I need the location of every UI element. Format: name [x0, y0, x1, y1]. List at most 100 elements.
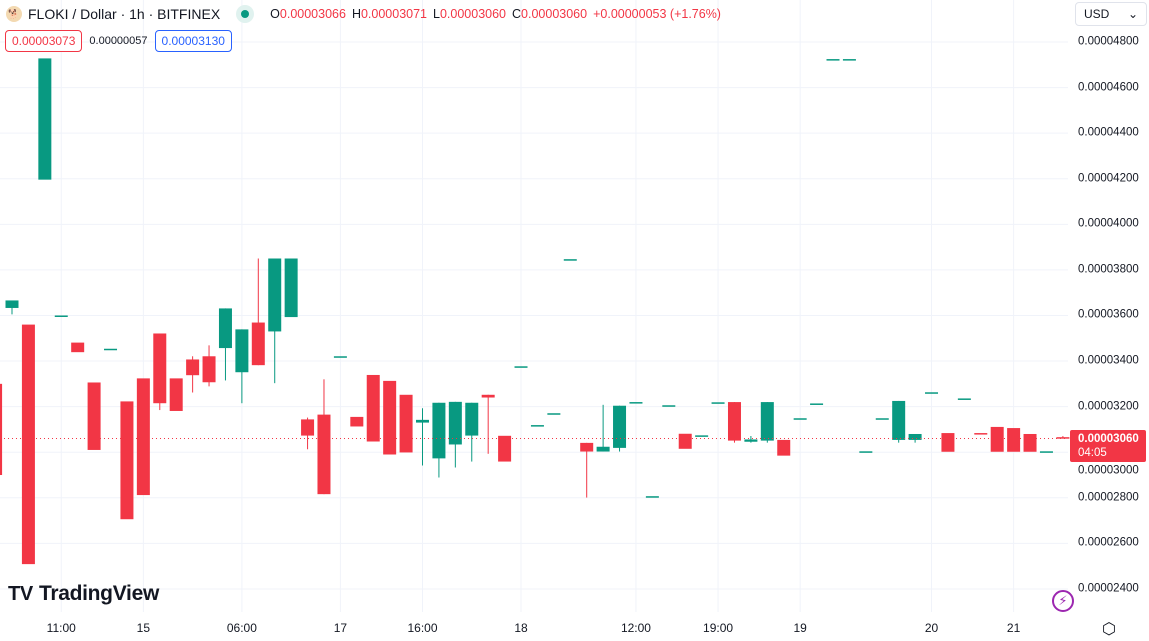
bearish-candle: [580, 442, 594, 498]
bullish-candle: [908, 433, 922, 443]
bullish-candle: [1039, 451, 1053, 453]
bullish-candle: [563, 259, 577, 261]
bullish-candle: [268, 258, 282, 384]
bearish-candle: [153, 333, 167, 411]
time-tick-label: 19:00: [703, 621, 734, 635]
bearish-candle: [301, 417, 315, 450]
bearish-candle: [399, 394, 413, 453]
candle-body: [169, 378, 183, 411]
bearish-candle: [202, 345, 216, 387]
price-tick-label: 0.00003800: [1078, 263, 1139, 276]
currency-value: USD: [1084, 7, 1110, 21]
bearish-candle: [120, 401, 134, 520]
symbol-header[interactable]: 🐕 FLOKI / Dollar · 1h · BITFINEX O0.0000…: [6, 4, 721, 24]
bearish-candle: [169, 378, 183, 411]
bearish-candle: [974, 433, 988, 435]
bullish-candle: [465, 402, 479, 462]
bearish-candle: [366, 374, 380, 442]
open-value: 0.00003066: [279, 7, 346, 21]
bullish-candle: [613, 405, 627, 452]
settings-gear-icon[interactable]: ⬡: [1102, 621, 1116, 638]
candle-body: [465, 402, 479, 436]
candle-body: [317, 414, 331, 495]
candle-body: [908, 433, 922, 440]
bearish-candle: [87, 382, 101, 450]
candle-body: [1039, 451, 1053, 453]
bullish-candle: [596, 404, 610, 452]
candle-body: [366, 374, 380, 442]
candle-body: [71, 342, 85, 353]
buy-button[interactable]: 0.00003130: [154, 30, 232, 52]
bullish-candle: [711, 402, 725, 404]
bearish-candle: [317, 379, 331, 495]
chevron-down-icon: ⌄: [1127, 7, 1138, 21]
open-label: O: [270, 7, 280, 21]
candle-body: [399, 394, 413, 453]
bullish-candle: [448, 401, 462, 468]
price-tick-label: 0.00002800: [1078, 491, 1139, 504]
price-tick-label: 0.00004200: [1078, 172, 1139, 185]
time-tick-label: 06:00: [226, 621, 257, 635]
bearish-candle: [498, 435, 512, 462]
time-tick-label: 18: [514, 621, 528, 635]
time-tick-label: 17: [333, 621, 348, 635]
bearish-candle: [136, 378, 150, 496]
candle-body: [136, 378, 150, 496]
bearish-candle: [0, 383, 3, 476]
symbol-title[interactable]: FLOKI / Dollar · 1h · BITFINEX: [28, 6, 221, 22]
lightning-icon[interactable]: ⚡: [1052, 590, 1074, 612]
candle-body: [333, 356, 347, 358]
bullish-candle: [957, 398, 971, 400]
bullish-candle: [104, 348, 118, 351]
logo-text: TradingView: [38, 582, 159, 605]
candle-body: [760, 402, 774, 441]
trade-buttons: 0.00003073 0.00000057 0.00003130: [5, 30, 232, 52]
market-status-icon[interactable]: [236, 5, 255, 23]
candle-body: [432, 402, 446, 459]
candle-body: [974, 433, 988, 435]
close-label: C: [512, 7, 522, 21]
candle-body: [1023, 433, 1037, 452]
candle-body: [416, 419, 429, 423]
ohlc-legend: O0.00003066 H0.00003071 L0.00003060 C0.0…: [270, 7, 721, 21]
tradingview-logo[interactable]: TV TradingView: [8, 582, 159, 606]
candle-body: [1056, 437, 1070, 439]
bearish-candle: [1056, 436, 1070, 439]
bullish-candle: [54, 315, 68, 317]
candle-body: [448, 401, 462, 445]
candle-body: [186, 359, 200, 376]
bullish-candle: [218, 308, 232, 381]
change-value: +0.00000053 (+1.76%): [593, 7, 721, 21]
bullish-candle: [810, 403, 824, 405]
bearish-candle: [481, 394, 495, 454]
tradingview-logo-icon: TV: [8, 582, 33, 605]
price-tick-label: 0.00004000: [1078, 217, 1139, 230]
bullish-candle: [695, 435, 709, 437]
bullish-candle: [826, 59, 840, 61]
last-price-tag: 0.00003060 04:05: [1070, 429, 1146, 462]
low-value: 0.00003060: [439, 7, 507, 21]
candle-body: [383, 380, 397, 455]
candle-body: [284, 258, 298, 318]
spread-value: 0.00000057: [89, 35, 148, 47]
candle-body: [153, 333, 167, 404]
bearish-candle: [941, 433, 955, 452]
bullish-candle: [416, 408, 429, 466]
candle-body: [613, 405, 627, 448]
candle-body: [892, 400, 906, 440]
bullish-candle: [235, 329, 249, 404]
candle-body: [38, 58, 52, 180]
price-tick-label: 0.00003600: [1078, 308, 1139, 321]
bullish-candle: [514, 366, 528, 368]
candle-body: [842, 59, 856, 61]
bearish-candle: [990, 426, 1004, 452]
candle-body: [678, 433, 692, 449]
candle-body: [793, 418, 807, 420]
candle-body: [350, 416, 364, 427]
bearish-candle: [21, 324, 35, 565]
sell-button[interactable]: 0.00003073: [5, 30, 83, 52]
currency-select[interactable]: USD ⌄: [1075, 2, 1147, 26]
candle-body: [990, 426, 1004, 452]
candle-body: [695, 435, 709, 437]
